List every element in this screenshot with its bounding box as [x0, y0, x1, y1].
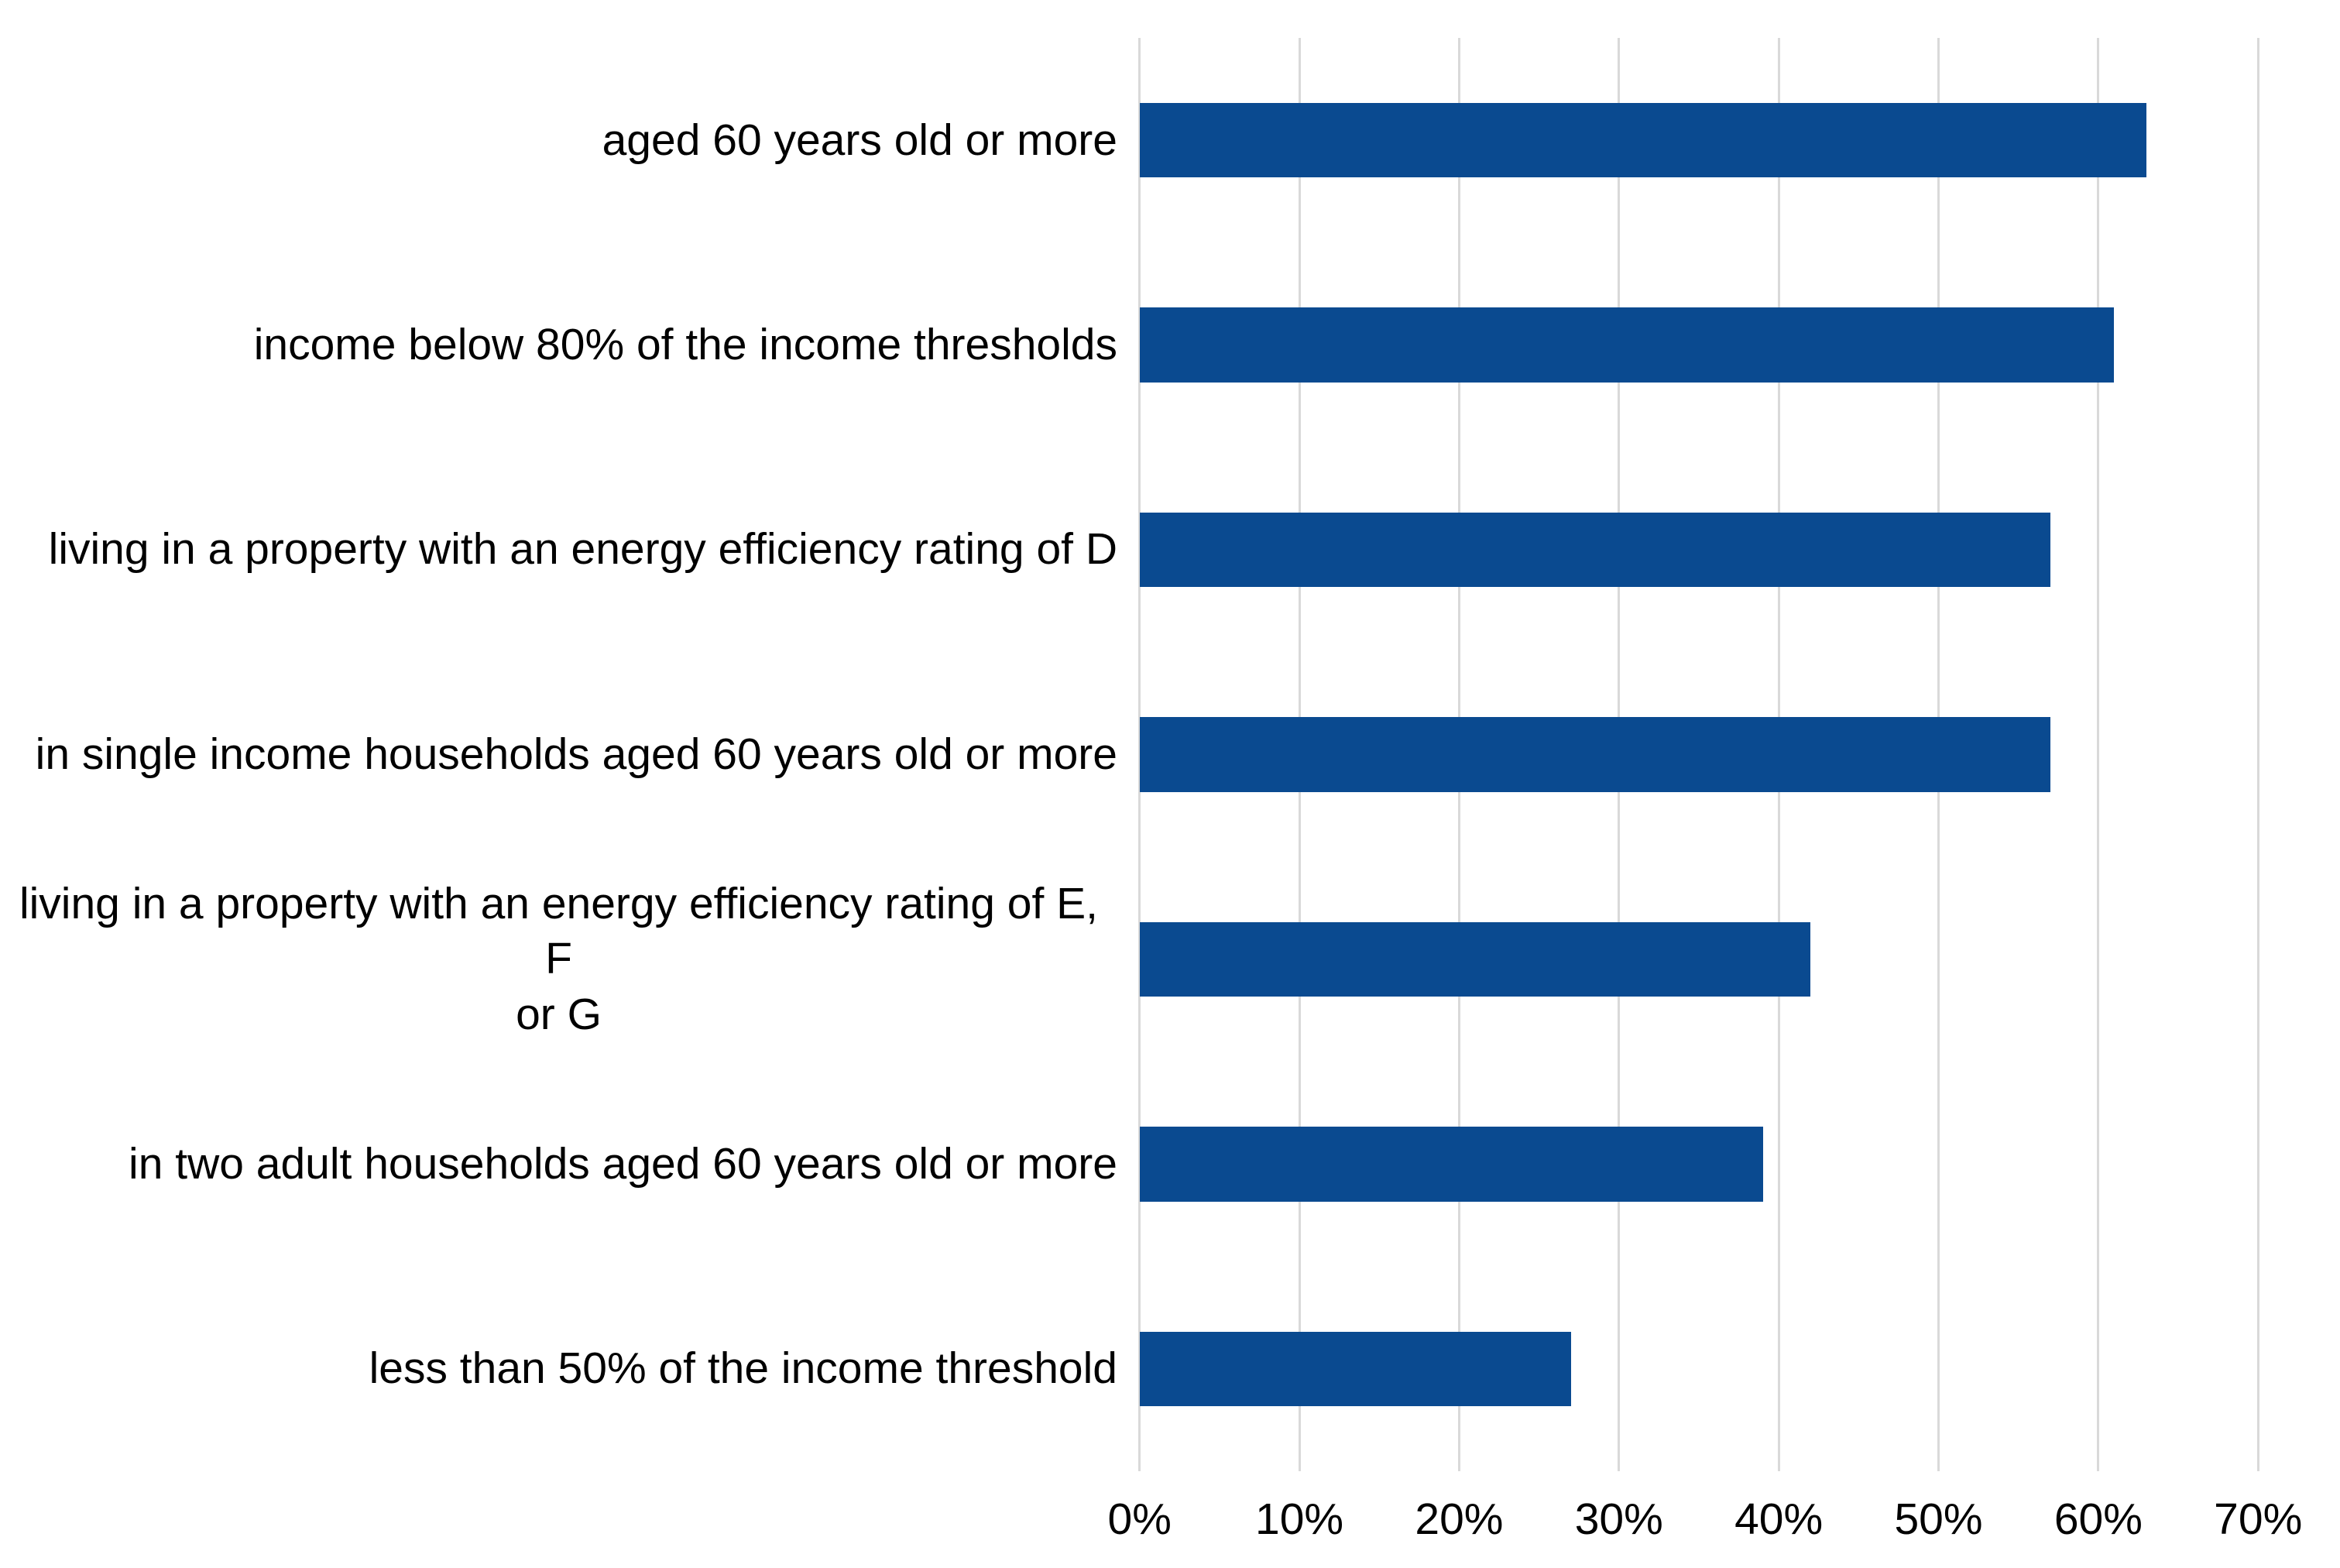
x-tick-label: 50%	[1894, 1494, 1983, 1544]
category-label-row: less than 50% of the income threshold	[0, 1267, 1117, 1471]
bar-row	[1139, 1062, 2259, 1266]
bar-series	[1139, 38, 2259, 1471]
bar-row	[1139, 448, 2259, 652]
category-label: aged 60 years old or more	[602, 115, 1117, 165]
category-label: income below 80% of the income threshold…	[253, 320, 1117, 370]
bar-row	[1139, 652, 2259, 856]
category-label: living in a property with an energy effi…	[0, 877, 1117, 1042]
bar-row	[1139, 857, 2259, 1062]
category-label-row: in single income households aged 60 year…	[0, 652, 1117, 856]
category-label-row: aged 60 years old or more	[0, 38, 1117, 242]
x-tick-label: 10%	[1255, 1494, 1344, 1544]
category-label-line: or G	[516, 989, 602, 1039]
bar	[1139, 307, 2115, 383]
gridline	[2097, 38, 2100, 1472]
category-label-line: living in a property with an energy effi…	[19, 879, 1099, 984]
category-label: in two adult households aged 60 years ol…	[129, 1138, 1117, 1189]
category-label: living in a property with an energy effi…	[48, 524, 1117, 575]
x-tick-label: 70%	[2214, 1494, 2303, 1544]
plot-area	[1138, 38, 2259, 1472]
x-tick-label: 0%	[1107, 1494, 1172, 1544]
category-label-row: income below 80% of the income threshold…	[0, 242, 1117, 447]
bar-row	[1139, 38, 2259, 242]
x-tick-label: 60%	[2054, 1494, 2143, 1544]
bar-row	[1139, 242, 2259, 447]
x-tick-label: 30%	[1574, 1494, 1663, 1544]
bar	[1139, 921, 1811, 997]
bar	[1139, 717, 2050, 792]
bar-row	[1139, 1267, 2259, 1471]
x-tick-label: 40%	[1734, 1494, 1824, 1544]
category-label-row: living in a property with an energy effi…	[0, 448, 1117, 652]
bar	[1139, 512, 2050, 588]
category-label-row: living in a property with an energy effi…	[0, 857, 1117, 1062]
bar	[1139, 102, 2146, 178]
category-label: in single income households aged 60 year…	[35, 729, 1117, 779]
category-label-row: in two adult households aged 60 years ol…	[0, 1062, 1117, 1266]
x-axis-tick-labels: 0% 10% 20% 30% 40% 50% 60% 70%	[1108, 1493, 2303, 1556]
bar	[1139, 1127, 1763, 1202]
x-tick-label: 20%	[1415, 1494, 1504, 1544]
gridline	[2256, 38, 2259, 1472]
bar	[1139, 1331, 1571, 1407]
category-axis-labels: aged 60 years old or more income below 80…	[0, 38, 1117, 1471]
category-label: less than 50% of the income threshold	[369, 1343, 1117, 1394]
